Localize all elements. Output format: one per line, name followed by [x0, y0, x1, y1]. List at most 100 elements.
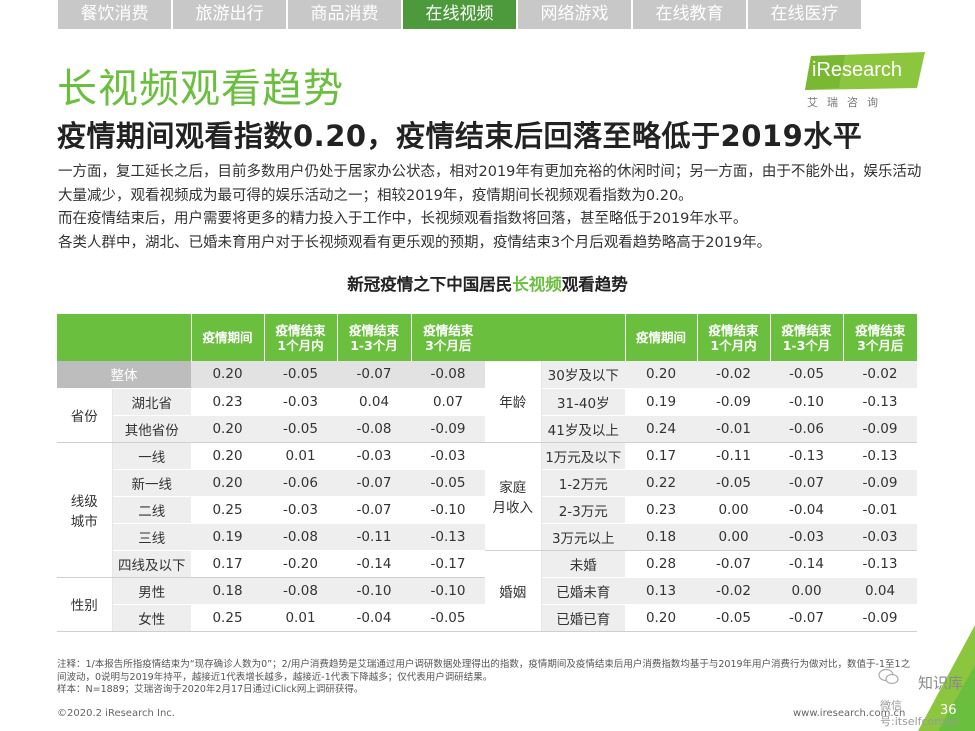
group-label: 省份	[57, 388, 113, 443]
tab-7[interactable]: 在线医疗	[748, 0, 861, 29]
value-cell: 0.20	[191, 361, 264, 389]
table-title: 新冠疫情之下中国居民长视频观看趋势	[0, 271, 975, 295]
page-number: 36	[940, 703, 957, 718]
group-label: 家庭 月收入	[485, 442, 542, 551]
value-cell: 0.01	[264, 442, 337, 470]
value-cell: -0.05	[697, 604, 770, 632]
row-label: 二线	[112, 496, 191, 524]
value-cell: -0.01	[697, 415, 770, 443]
table-row: 性别 男性 0.18 -0.08 -0.10 -0.10	[57, 577, 485, 632]
page-title: 长视频观看趋势	[57, 66, 344, 112]
value-cell: -0.05	[264, 415, 337, 443]
row-label: 1-2万元	[541, 469, 625, 497]
value-cell: 0.20	[191, 415, 264, 443]
value-cell: -0.14	[770, 550, 843, 578]
value-cell: 0.20	[191, 442, 264, 470]
value-cell: -0.05	[411, 469, 485, 497]
value-cell: -0.14	[337, 550, 411, 578]
table-row: 女性 0.25 0.01 -0.04 -0.05	[57, 604, 485, 632]
value-cell: -0.03	[843, 523, 917, 551]
corner-decoration-icon	[918, 625, 975, 731]
logo-banner-icon	[805, 52, 925, 90]
value-cell: -0.05	[697, 469, 770, 497]
tab-4[interactable]: 在线视频	[403, 0, 516, 29]
value-cell: 0.18	[625, 523, 697, 551]
column-header: 疫情结束 1个月内	[264, 314, 338, 361]
tab-2[interactable]: 旅游出行	[173, 0, 286, 29]
column-header-line: 3个月后	[857, 337, 904, 353]
value-cell: -0.10	[411, 577, 485, 605]
column-header-line: 疫情结束	[275, 322, 326, 338]
value-cell: 0.20	[191, 469, 264, 497]
row-label: 新一线	[112, 469, 191, 497]
value-cell: -0.13	[770, 442, 843, 470]
row-label: 三线	[112, 523, 191, 551]
value-cell: -0.06	[770, 415, 843, 443]
value-cell: -0.13	[843, 442, 917, 470]
column-header: 疫情期间	[191, 314, 265, 361]
column-header-line: 1个月内	[710, 337, 757, 353]
tab-6[interactable]: 在线教育	[633, 0, 746, 29]
value-cell: -0.09	[697, 388, 770, 416]
body-paragraph: 一方面，复工延长之后，目前多数用户仍处于居家办公状态，相对2019年有更加充裕的…	[58, 164, 922, 204]
tab-3[interactable]: 商品消费	[288, 0, 401, 29]
value-cell: 0.13	[625, 577, 697, 605]
value-cell: -0.07	[337, 496, 411, 524]
value-cell: -0.07	[697, 550, 770, 578]
column-header: 疫情结束 1-3个月	[770, 314, 844, 361]
value-cell: 0.00	[697, 496, 770, 524]
value-cell: 0.00	[697, 523, 770, 551]
value-cell: 0.19	[191, 523, 264, 551]
value-cell: -0.02	[843, 361, 917, 389]
column-header-line: 疫情结束	[423, 322, 474, 338]
tab-5[interactable]: 网络游戏	[518, 0, 631, 29]
table-row: 婚姻 未婚 0.28 -0.07 -0.14 -0.13	[485, 550, 917, 632]
footnote-sample: 样本：N=1889；艾瑞咨询于2020年2月17日通过iClick网上调研获得。	[57, 684, 364, 695]
column-header-line: 1个月内	[277, 337, 324, 353]
value-cell: -0.05	[264, 361, 337, 389]
value-cell: -0.09	[843, 469, 917, 497]
value-cell: -0.03	[770, 523, 843, 551]
iresearch-logo: iResearch 艾瑞咨询	[803, 50, 928, 112]
row-label: 四线及以下	[112, 550, 191, 578]
value-cell: -0.08	[264, 577, 337, 605]
table-row: 家庭 月收入 1万元及以下 0.17 -0.11 -0.13 -0.13	[485, 442, 917, 551]
value-cell: -0.13	[843, 550, 917, 578]
table-row: 线级 城市 一线 0.20 0.01 -0.03 -0.03	[57, 442, 485, 578]
value-cell: 0.17	[191, 550, 264, 578]
value-cell: -0.08	[411, 361, 485, 389]
value-cell: 0.24	[625, 415, 697, 443]
column-header-line: 疫情期间	[202, 330, 253, 345]
value-cell: -0.01	[843, 496, 917, 524]
value-cell: -0.09	[843, 415, 917, 443]
value-cell: -0.10	[411, 496, 485, 524]
value-cell: -0.02	[697, 361, 770, 389]
row-label: 女性	[112, 604, 191, 632]
row-label: 湖北省	[112, 388, 191, 416]
website-url: www.iresearch.com.cn	[793, 708, 906, 719]
table-row: 二线 0.25 -0.03 -0.07 -0.10	[57, 496, 485, 524]
footnote-note: 注释：1/本报告所指疫情结束为“现存确诊人数为0”；2/用户消费趋势是艾瑞通过用…	[57, 659, 911, 683]
header-blank	[485, 314, 626, 361]
column-header: 疫情结束 3个月后	[843, 314, 917, 361]
table-row: 已婚未育 0.13 -0.02 0.00 0.04	[485, 577, 917, 605]
row-label: 已婚已育	[541, 604, 625, 632]
value-cell: -0.02	[697, 577, 770, 605]
tab-1[interactable]: 餐饮消费	[58, 0, 171, 29]
watermark: 知识库	[918, 672, 963, 693]
value-cell: -0.03	[264, 388, 337, 416]
value-cell: -0.13	[411, 523, 485, 551]
right-data-table: 疫情期间 疫情结束 1个月内 疫情结束 1-3个月 疫情结束 3个月后 年龄 30岁及以下 0.…	[485, 314, 917, 632]
row-label: 30岁及以下	[541, 361, 625, 389]
body-paragraph: 而在疫情结束后，用户需要将更多的精力投入于工作中，长视频观看指数将回落，甚至略低…	[58, 211, 748, 227]
row-label: 一线	[112, 442, 191, 470]
value-cell: 0.17	[625, 442, 697, 470]
row-label: 已婚未育	[541, 577, 625, 605]
value-cell: -0.03	[264, 496, 337, 524]
body-paragraphs: 一方面，复工延长之后，目前多数用户仍处于居家办公状态，相对2019年有更加充裕的…	[58, 161, 928, 255]
row-label: 3万元以上	[541, 523, 625, 551]
table-title-prefix: 新冠疫情之下中国居民	[347, 275, 513, 294]
column-header: 疫情结束 1-3个月	[337, 314, 412, 361]
value-cell: 0.23	[191, 388, 264, 416]
table-row: 年龄 30岁及以下 0.20 -0.02 -0.05 -0.02	[485, 361, 917, 443]
